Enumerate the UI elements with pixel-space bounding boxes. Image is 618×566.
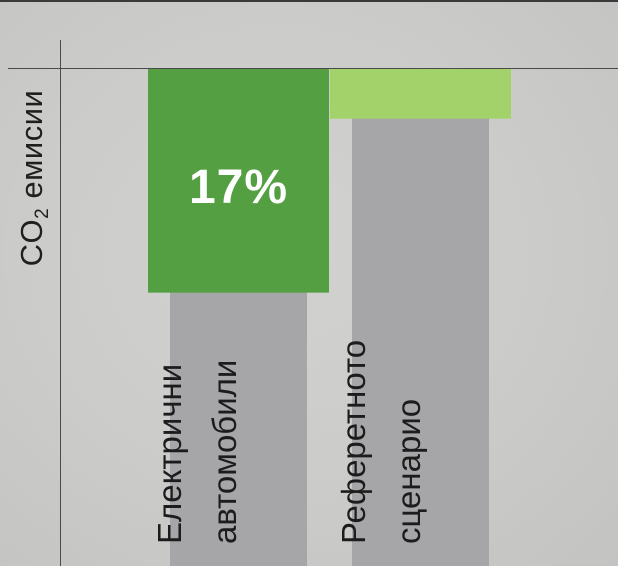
y-axis-line: [60, 40, 61, 566]
base-bar-1: [352, 69, 489, 566]
reduction-bar-0: [148, 69, 329, 293]
category-label-line2: сценарио: [390, 398, 427, 544]
reduction-percent-label: 17%: [188, 161, 289, 214]
category-label-line1: Реферетното: [335, 339, 372, 544]
x-axis-line: [8, 68, 618, 69]
top-border: [0, 0, 618, 2]
category-label-line2: автомобили: [206, 359, 243, 544]
category-label-reference-scenario: Реферетното сценарио: [326, 340, 436, 544]
category-label-electric-cars: Електрични автомобили: [142, 360, 252, 544]
reduction-bar-1: [330, 69, 511, 119]
category-label-line1: Електрични: [151, 363, 188, 544]
